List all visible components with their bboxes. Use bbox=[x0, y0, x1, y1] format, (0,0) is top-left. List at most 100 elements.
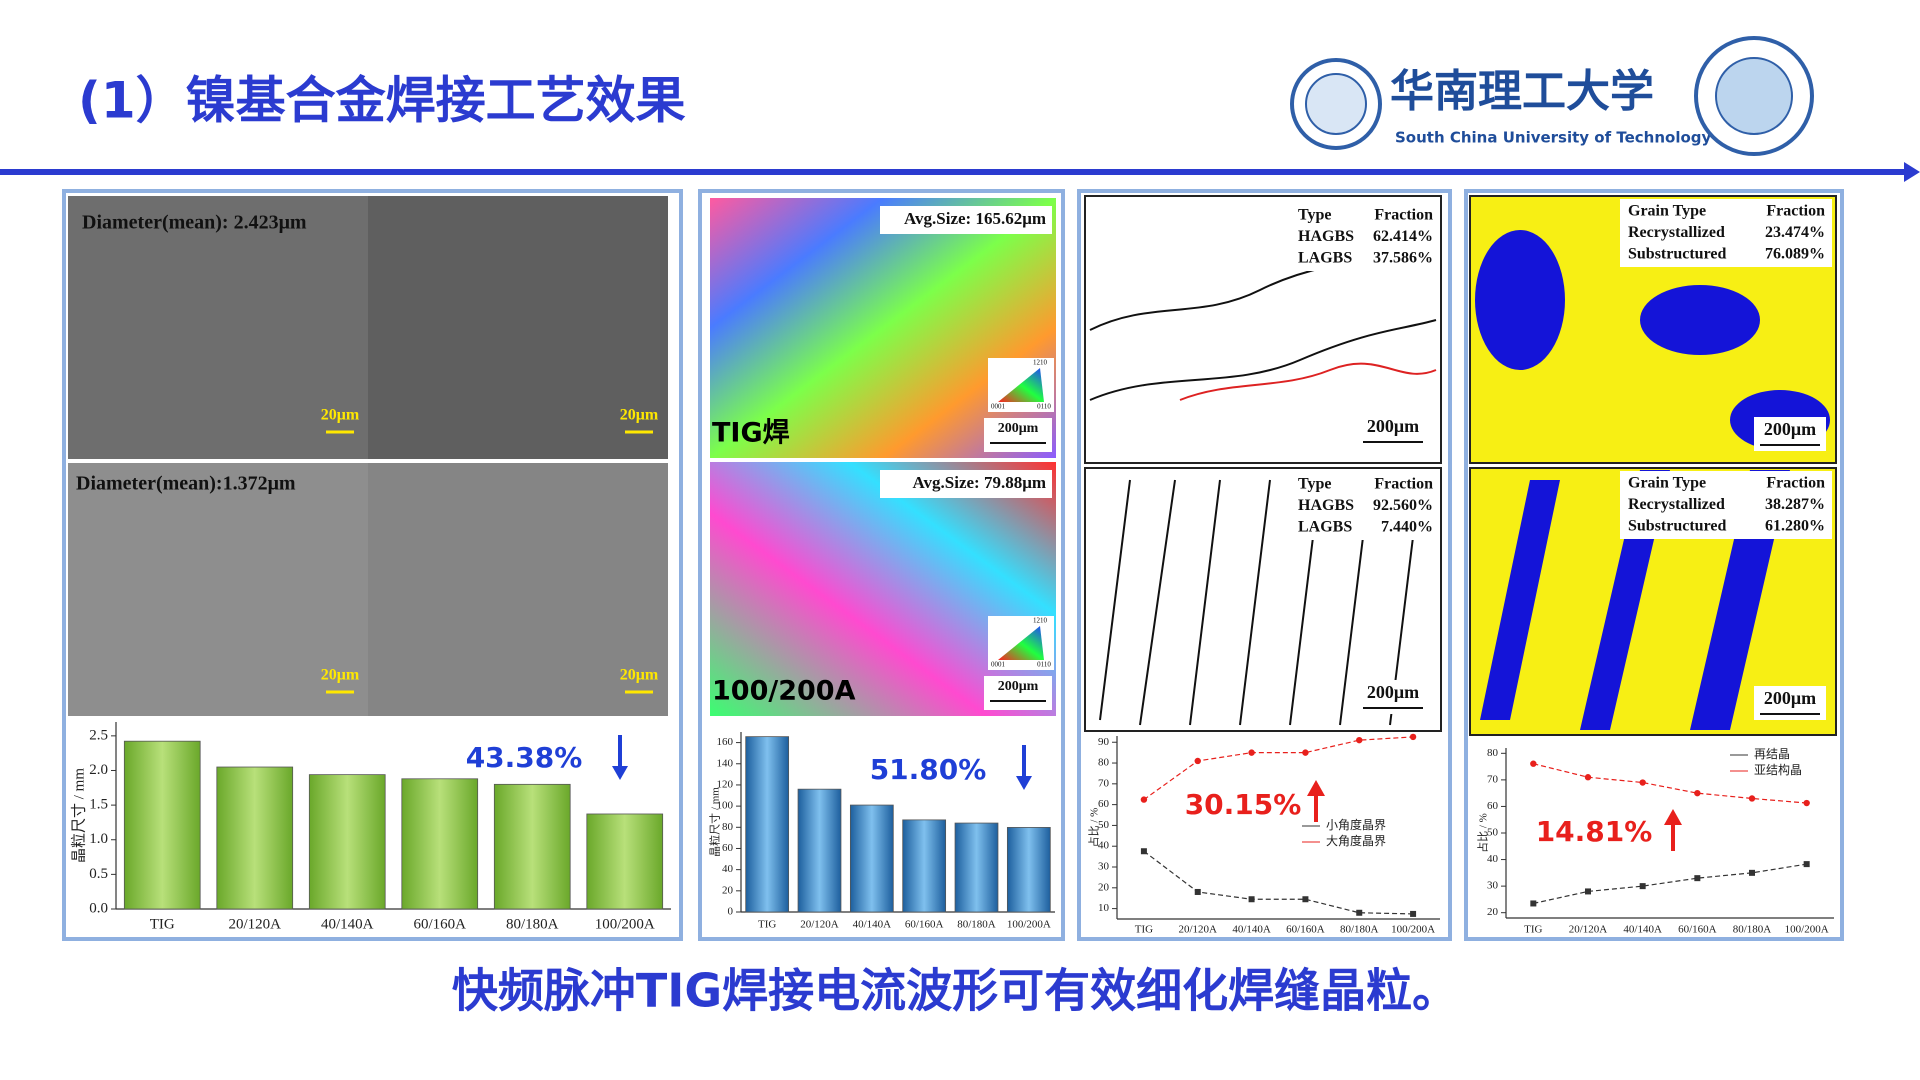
university-cn: 华南理工大学 bbox=[1390, 67, 1654, 116]
y-tick-label: 70 bbox=[1487, 773, 1499, 785]
sem-image bbox=[68, 196, 368, 459]
ipf-legend-label: 0110 bbox=[1037, 403, 1051, 411]
series-line bbox=[1143, 850, 1414, 915]
point bbox=[1248, 896, 1255, 903]
scale-bar-label: 20μm bbox=[620, 407, 659, 424]
scale-bar-label: 200μm bbox=[1367, 682, 1419, 702]
scale-bar-label: 20μm bbox=[321, 407, 360, 424]
x-tick-label: TIG bbox=[758, 919, 776, 931]
bar bbox=[954, 822, 999, 913]
y-tick-label: 0.0 bbox=[89, 900, 108, 916]
scale-box bbox=[984, 418, 1052, 452]
logo-round-inner bbox=[1715, 57, 1793, 135]
annotation: 51.80% bbox=[870, 753, 987, 786]
y-tick-label: 0.5 bbox=[89, 866, 108, 882]
university-en: South China University of Technology bbox=[1395, 129, 1712, 147]
bar bbox=[123, 740, 201, 910]
y-tick-label: 60 bbox=[722, 842, 734, 854]
point bbox=[1748, 795, 1756, 802]
y-tick-label: 20 bbox=[1098, 881, 1110, 893]
image-label: Avg.Size: 79.88μm bbox=[913, 473, 1047, 492]
bar bbox=[401, 778, 479, 910]
y-tick-label: 100 bbox=[717, 800, 734, 812]
ipf-legend-label: 1210 bbox=[1033, 617, 1048, 625]
bar bbox=[797, 788, 842, 913]
y-axis-label: 占比 / % bbox=[1476, 813, 1490, 853]
point bbox=[1140, 796, 1148, 803]
table-box bbox=[1288, 472, 1438, 540]
scale-bar-label: 200μm bbox=[1367, 416, 1419, 436]
point bbox=[1530, 900, 1537, 907]
x-tick-label: 40/140A bbox=[1623, 924, 1662, 936]
scale-bar-label: 200μm bbox=[998, 421, 1039, 436]
series-line bbox=[1143, 736, 1414, 801]
x-tick-label: 60/160A bbox=[1678, 924, 1717, 936]
y-axis-label: 晶粒尺寸 / mm bbox=[708, 787, 722, 857]
table-cell: HAGBS bbox=[1298, 497, 1354, 514]
legend-label: 大角度晶界 bbox=[1326, 833, 1386, 848]
point bbox=[1356, 909, 1363, 916]
table-cell: Fraction bbox=[1766, 203, 1825, 220]
x-tick-label: 80/180A bbox=[506, 916, 559, 932]
grain-patch bbox=[1475, 230, 1565, 370]
ipf-legend-label: 0001 bbox=[991, 661, 1006, 669]
y-tick-label: 70 bbox=[1098, 777, 1110, 789]
x-tick-label: 20/120A bbox=[1569, 924, 1608, 936]
table-cell: 7.440% bbox=[1381, 519, 1433, 536]
label-box bbox=[880, 206, 1052, 234]
grain-patch bbox=[1640, 285, 1760, 355]
x-tick-label: 100/200A bbox=[1391, 924, 1435, 936]
table-cell: 23.474% bbox=[1765, 224, 1825, 241]
annotation-arrowhead bbox=[612, 766, 628, 780]
table-cell: Grain Type bbox=[1628, 203, 1706, 220]
series-line bbox=[1533, 863, 1807, 905]
y-tick-label: 30 bbox=[1098, 861, 1110, 873]
x-tick-label: 40/140A bbox=[321, 916, 374, 932]
x-tick-label: 20/120A bbox=[800, 919, 839, 931]
y-tick-label: 90 bbox=[1098, 736, 1110, 748]
bar bbox=[216, 766, 294, 910]
logo-seal-inner bbox=[1305, 73, 1367, 135]
ebsd-ipf-map bbox=[710, 462, 1056, 716]
scale-bar-label: 20μm bbox=[321, 667, 360, 684]
table-cell: 38.287% bbox=[1765, 496, 1825, 513]
x-tick-label: 100/200A bbox=[1785, 924, 1829, 936]
y-tick-label: 80 bbox=[722, 821, 734, 833]
table-cell: Recrystallized bbox=[1628, 496, 1725, 513]
image-label: Diameter(mean): 2.423μm bbox=[82, 212, 307, 234]
point bbox=[1302, 749, 1309, 756]
table-cell: Substructured bbox=[1628, 246, 1726, 263]
x-tick-label: 40/140A bbox=[1232, 924, 1271, 936]
x-tick-label: 60/160A bbox=[1286, 924, 1325, 936]
sem-image bbox=[68, 463, 368, 716]
y-tick-label: 160 bbox=[717, 736, 734, 748]
ipf-triangle bbox=[998, 368, 1044, 402]
x-tick-label: 100/200A bbox=[1007, 919, 1051, 931]
ipf-legend-label: 0001 bbox=[991, 403, 1006, 411]
y-tick-label: 2.5 bbox=[89, 727, 108, 743]
table-cell: 61.280% bbox=[1765, 518, 1825, 535]
title: (1）镍基合金焊接工艺效果 bbox=[78, 72, 686, 130]
table-cell: 76.089% bbox=[1765, 246, 1825, 263]
bar bbox=[849, 804, 894, 913]
x-tick-label: 60/160A bbox=[414, 916, 467, 932]
point bbox=[1585, 888, 1591, 895]
y-tick-label: 80 bbox=[1487, 747, 1499, 759]
table-cell: HAGBS bbox=[1298, 228, 1354, 245]
table-box bbox=[1288, 203, 1438, 271]
image-label: Avg.Size: 165.62μm bbox=[904, 209, 1046, 228]
point bbox=[1639, 779, 1646, 786]
bar bbox=[493, 783, 571, 910]
table-cell: 92.560% bbox=[1373, 497, 1433, 514]
image-caption: TIG焊 bbox=[712, 418, 790, 449]
x-tick-label: 60/160A bbox=[905, 919, 944, 931]
point bbox=[1803, 799, 1810, 807]
y-tick-label: 0 bbox=[728, 906, 734, 918]
table-cell: LAGBS bbox=[1298, 519, 1352, 536]
annotation: 30.15% bbox=[1185, 788, 1302, 821]
boundary-lines bbox=[1179, 362, 1437, 401]
point bbox=[1749, 869, 1755, 876]
conclusion: 快频脉冲TIG焊接电流波形可有效细化焊缝晶粒。 bbox=[452, 964, 1458, 1018]
table-cell: Fraction bbox=[1374, 207, 1433, 224]
y-tick-label: 140 bbox=[717, 757, 734, 769]
